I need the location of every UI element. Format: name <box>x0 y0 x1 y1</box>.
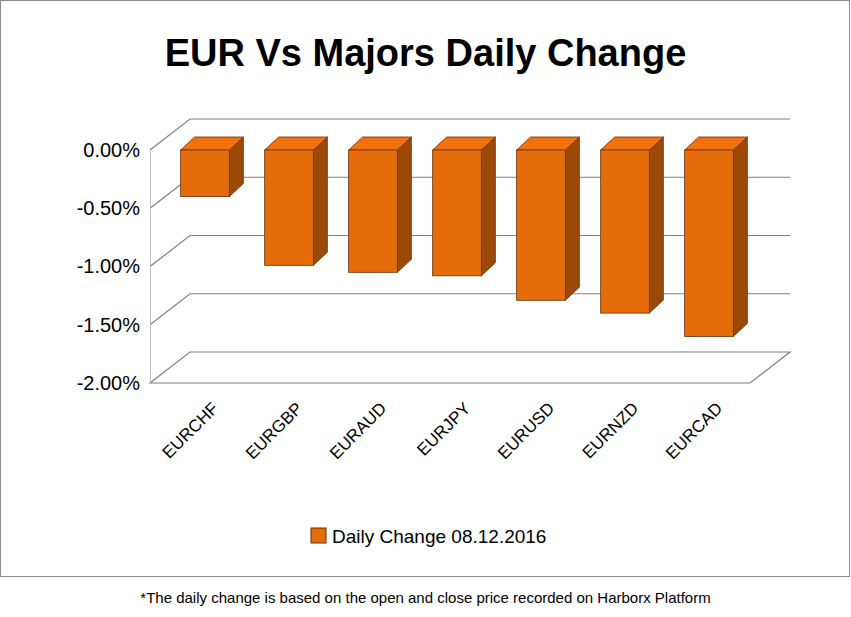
y-tick-label: -0.50% <box>77 197 141 219</box>
chart: EUR Vs Majors Daily Change 0.00% -0.50% -1.… <box>0 0 851 617</box>
bar <box>181 150 230 197</box>
y-tick: -1.50% <box>77 314 150 336</box>
x-tick-label: EURGBP <box>242 399 306 463</box>
x-axis-line <box>162 401 750 402</box>
legend-label: Daily Change 08.12.2016 <box>332 526 546 547</box>
x-tick-label: EURAUD <box>326 399 390 463</box>
bar-top <box>685 137 748 150</box>
y-tick: -2.00% <box>77 372 150 394</box>
y-tick-label: -1.50% <box>77 314 141 336</box>
x-tick: EURCHF <box>159 399 223 463</box>
bar <box>685 150 734 336</box>
bar-top <box>265 137 328 150</box>
bar-side <box>397 137 411 272</box>
y-axis-line <box>150 151 151 384</box>
grid-line <box>150 352 790 383</box>
bar-top <box>181 137 244 150</box>
bar-top <box>349 137 412 150</box>
bar-side <box>649 137 663 313</box>
x-tick-label: EURUSD <box>494 399 558 463</box>
legend: Daily Change 08.12.2016 <box>311 526 546 547</box>
bar-side <box>313 137 327 265</box>
background <box>0 0 851 617</box>
bars <box>181 137 748 336</box>
grid-line <box>150 119 790 150</box>
y-axis: 0.00% -0.50% -1.00% -1.50% -2.00% <box>77 139 151 394</box>
y-tick-label: -2.00% <box>77 372 141 394</box>
x-tick: EURGBP <box>242 399 306 463</box>
bar-side <box>733 137 747 336</box>
y-tick-label: -1.00% <box>77 255 141 277</box>
grid <box>150 119 790 383</box>
bar-side <box>565 137 579 300</box>
bar-top <box>601 137 664 150</box>
legend-swatch <box>311 528 326 543</box>
bar-top <box>517 137 580 150</box>
bar <box>349 150 398 272</box>
x-tick-label: EURCHF <box>159 399 223 463</box>
footnote: *The daily change is based on the open a… <box>140 589 710 606</box>
x-tick: EURUSD <box>494 399 558 463</box>
bar <box>433 150 482 276</box>
chart-border <box>1 1 850 577</box>
x-tick: EURJPY <box>413 399 474 460</box>
bar <box>265 150 314 265</box>
y-tick-label: 0.00% <box>83 139 140 161</box>
x-tick-label: EURNZD <box>579 399 643 463</box>
x-axis: EURCHF EURGBP EURAUD EURJPY EURUSD EURNZD EURC… <box>159 399 750 463</box>
bar-side <box>481 137 495 276</box>
bar <box>601 150 650 313</box>
bar <box>517 150 566 300</box>
x-tick-label: EURCAD <box>662 399 726 463</box>
y-tick: -1.00% <box>77 255 150 277</box>
x-tick-label: EURJPY <box>413 399 474 460</box>
x-tick: EURCAD <box>662 399 726 463</box>
x-tick: EURAUD <box>326 399 390 463</box>
x-tick: EURNZD <box>579 399 643 463</box>
title: EUR Vs Majors Daily Change <box>165 32 687 74</box>
y-tick: 0.00% <box>83 139 150 161</box>
bar-top <box>433 137 496 150</box>
y-tick: -0.50% <box>77 197 150 219</box>
